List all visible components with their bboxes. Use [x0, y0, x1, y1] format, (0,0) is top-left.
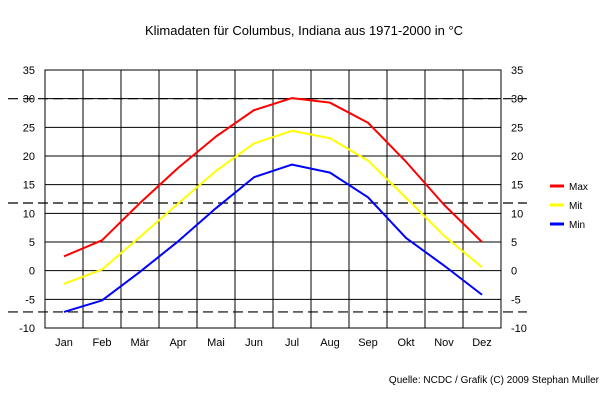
legend-label-min: Min [569, 220, 585, 231]
x-tick-label: Mär [131, 337, 150, 349]
legend: Max Mit Min [550, 182, 588, 231]
x-tick-label: Jan [55, 337, 73, 349]
series-line-max [63, 97, 483, 258]
y-tick-label-right: 25 [511, 122, 523, 134]
y-tick-label-right: 35 [511, 65, 523, 77]
series-line-mit [63, 129, 483, 285]
x-tick-label: Jul [285, 337, 299, 349]
axis-ticks: -10 -10 -5 -5 0 0 5 5 10 10 15 15 20 20 25 25 30 30 35 35 Ja… [19, 65, 527, 349]
x-tick-label: Dez [472, 337, 492, 349]
x-tick-label: Apr [169, 337, 186, 349]
y-tick-label-left: 35 [23, 65, 35, 77]
plot-frame [44, 69, 502, 329]
y-tick-label-left: -10 [19, 323, 35, 335]
y-tick-label-left: 30 [23, 94, 35, 106]
legend-label-mit: Mit [569, 201, 583, 212]
y-tick-label-right: 5 [511, 237, 517, 249]
y-tick-label-left: -5 [25, 294, 35, 306]
y-tick-label-left: 20 [23, 151, 35, 163]
y-tick-label-left: 15 [23, 180, 35, 192]
chart-title: Klimadaten für Columbus, Indiana aus 197… [145, 23, 463, 38]
reference-lines [8, 98, 527, 313]
series-lines [63, 97, 483, 313]
series-line-min [63, 163, 483, 313]
y-tick-label-left: 5 [29, 237, 35, 249]
y-tick-label-left: 0 [29, 266, 35, 278]
y-tick-label-right: 30 [511, 94, 523, 106]
x-tick-label: Nov [434, 337, 454, 349]
y-tick-label-right: 15 [511, 180, 523, 192]
x-tick-label: Sep [358, 337, 378, 349]
y-tick-label-right: -10 [511, 323, 527, 335]
legend-label-max: Max [569, 182, 588, 193]
x-tick-label: Okt [397, 337, 414, 349]
x-tick-label: Feb [93, 337, 112, 349]
y-tick-label-right: 20 [511, 151, 523, 163]
x-tick-label: Aug [320, 337, 340, 349]
y-tick-label-right: 0 [511, 266, 517, 278]
source-note: Quelle: NCDC / Grafik (C) 2009 Stephan M… [389, 375, 600, 386]
y-tick-label-right: -5 [511, 294, 521, 306]
x-tick-label: Mai [207, 337, 225, 349]
y-tick-label-right: 10 [511, 208, 523, 220]
plot-grid [45, 69, 501, 329]
y-tick-label-left: 10 [23, 208, 35, 220]
x-tick-label: Jun [245, 337, 263, 349]
y-tick-label-left: 25 [23, 122, 35, 134]
